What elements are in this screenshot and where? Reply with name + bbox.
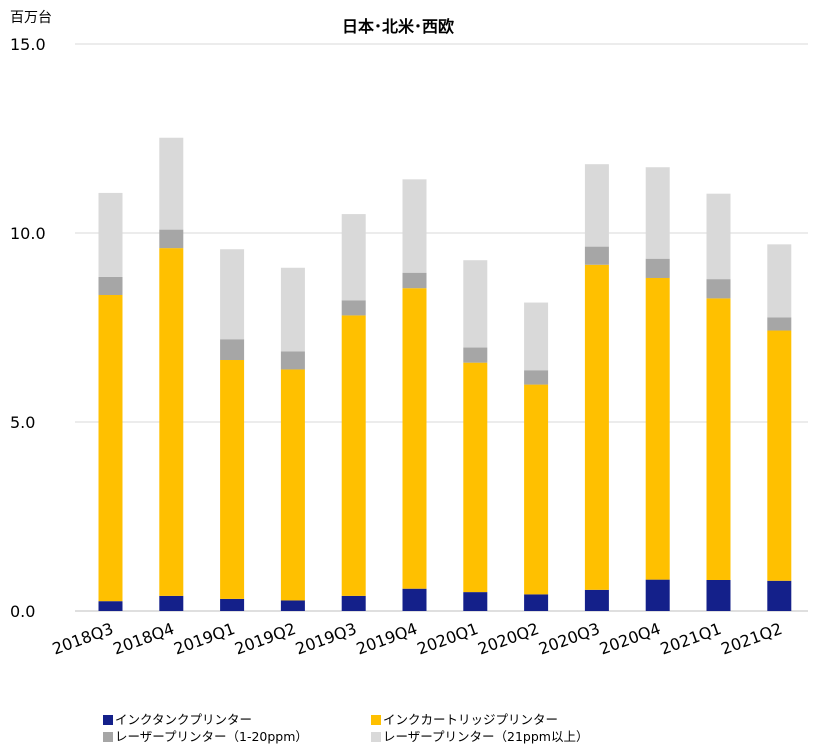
bar-segment [98,276,123,295]
bar-segment [524,384,549,595]
x-tick-label: 2020Q2 [475,619,541,659]
bar-segment [341,300,366,316]
x-tick-label: 2019Q4 [354,619,420,659]
bar-segment [220,360,245,599]
bar-segment [341,315,366,596]
x-tick-label: 2020Q3 [536,619,602,659]
x-tick-label: 2020Q4 [597,619,663,659]
x-tick-label: 2021Q1 [658,619,724,659]
bar-segment [402,179,427,273]
y-tick-label: 15.0 [10,35,46,54]
legend-swatch [371,731,381,742]
bar-segment [98,192,123,277]
bar-segment [706,279,731,299]
bar-segment [463,260,488,348]
bar-segment [159,229,184,249]
y-tick-label: 0.0 [10,602,35,621]
bar-segment [584,246,609,265]
x-tick-label: 2019Q3 [293,619,359,659]
bar-segment [706,580,731,611]
x-tick-label: 2021Q2 [718,619,784,659]
bar-segment [463,362,488,593]
x-tick-label: 2019Q1 [171,619,237,659]
legend-swatch [103,731,113,742]
legend-item: インクタンクプリンター [103,711,252,728]
bar-segment [220,339,245,361]
bar-segment [645,579,670,611]
bar-segment [463,592,488,611]
bar-segment [159,248,184,596]
bar-segment [402,288,427,589]
x-tick-label: 2018Q4 [110,619,176,659]
gridlines [75,43,808,612]
bar-segment [767,317,792,331]
bar-segment [220,598,245,611]
bar-segment [280,369,305,601]
bar-segment [98,601,123,611]
bar-segment [524,302,549,371]
bar-segment [645,258,670,278]
y-tick-label: 5.0 [10,413,35,432]
y-tick-label: 10.0 [10,224,46,243]
x-tick-label: 2018Q3 [50,619,116,659]
bar-segment [767,330,792,581]
bar-segment [584,264,609,590]
bar-segment [645,277,670,580]
y-axis-ticks: 0.0 5.0 10.0 15.0 [10,35,46,621]
legend-item: インクカートリッジプリンター [371,711,558,728]
bar-segment [220,249,245,340]
bar-segment [584,589,609,611]
legend-item: レーザープリンター（1-20ppm） [103,728,308,745]
bars [98,137,792,611]
legend-item: レーザープリンター（21ppm以上） [371,728,588,745]
bar-segment [402,588,427,611]
bar-segment [584,164,609,247]
bar-segment [524,594,549,611]
legend-swatch [371,714,381,725]
legend-label: レーザープリンター（21ppm以上） [383,729,589,744]
bar-segment [706,193,731,280]
bar-segment [767,244,792,318]
bar-segment [645,167,670,259]
legend-label: インクタンクプリンター [115,712,253,727]
x-axis-ticks: 2018Q32018Q42019Q12019Q22019Q32019Q42020… [50,619,785,659]
y-axis-unit: 百万台 [10,10,52,26]
bar-segment [159,137,184,230]
bar-segment [159,595,184,611]
bar-segment [706,298,731,581]
x-tick-label: 2019Q2 [232,619,298,659]
bar-segment [280,351,305,370]
legend-label: レーザープリンター（1-20ppm） [115,729,308,744]
bar-segment [767,580,792,611]
bar-segment [341,595,366,611]
legend-label: インクカートリッジプリンター [383,712,559,727]
bar-segment [98,294,123,602]
bar-segment [280,267,305,352]
chart-title: 日本･北米･西欧 [342,17,454,36]
bar-segment [463,347,488,363]
x-tick-label: 2020Q1 [414,619,480,659]
legend-swatch [103,714,113,725]
bar-segment [280,600,305,611]
bar-segment [341,214,366,301]
bar-segment [402,272,427,289]
bar-segment [524,370,549,385]
